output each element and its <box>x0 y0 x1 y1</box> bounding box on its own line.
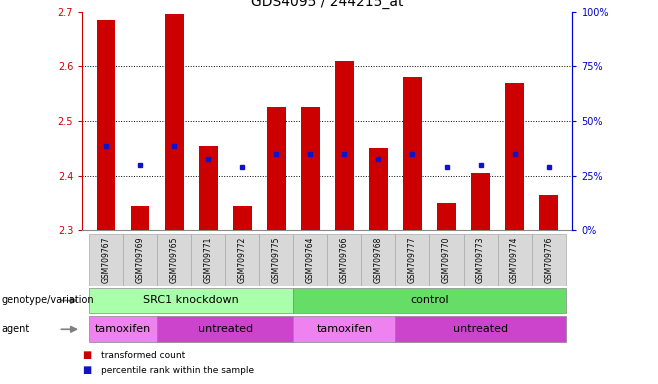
Text: GSM709776: GSM709776 <box>544 237 553 283</box>
Text: ■: ■ <box>82 366 91 376</box>
Bar <box>540 195 558 230</box>
Bar <box>301 107 320 230</box>
Bar <box>497 234 532 286</box>
Text: GSM709772: GSM709772 <box>238 237 247 283</box>
Bar <box>403 77 422 230</box>
Text: control: control <box>410 295 449 305</box>
Bar <box>233 206 251 230</box>
Text: GSM709777: GSM709777 <box>408 237 417 283</box>
Text: tamoxifen: tamoxifen <box>316 324 372 334</box>
Bar <box>395 316 566 342</box>
Bar <box>471 173 490 230</box>
Text: untreated: untreated <box>453 324 508 334</box>
Bar <box>89 316 157 342</box>
Text: GSM709775: GSM709775 <box>272 237 281 283</box>
Bar <box>532 234 566 286</box>
Bar <box>463 234 497 286</box>
Text: GSM709773: GSM709773 <box>476 237 485 283</box>
Bar <box>437 203 456 230</box>
Text: untreated: untreated <box>197 324 253 334</box>
Bar <box>157 316 293 342</box>
Title: GDS4095 / 244215_at: GDS4095 / 244215_at <box>251 0 403 9</box>
Text: GSM709769: GSM709769 <box>136 237 145 283</box>
Bar <box>369 148 388 230</box>
Bar <box>259 234 293 286</box>
Bar <box>123 234 157 286</box>
Bar <box>361 234 395 286</box>
Text: GSM709770: GSM709770 <box>442 237 451 283</box>
Bar <box>225 234 259 286</box>
Text: SRC1 knockdown: SRC1 knockdown <box>143 295 239 305</box>
Bar <box>199 146 218 230</box>
Bar <box>131 206 149 230</box>
Text: GSM709767: GSM709767 <box>101 237 111 283</box>
Bar <box>505 83 524 230</box>
Bar <box>191 234 225 286</box>
Bar <box>164 14 184 230</box>
Text: GSM709765: GSM709765 <box>170 237 179 283</box>
Bar <box>89 234 123 286</box>
Text: ■: ■ <box>82 350 91 360</box>
Text: GSM709771: GSM709771 <box>204 237 213 283</box>
Bar <box>267 107 286 230</box>
Text: GSM709766: GSM709766 <box>340 237 349 283</box>
Text: tamoxifen: tamoxifen <box>95 324 151 334</box>
Text: percentile rank within the sample: percentile rank within the sample <box>101 366 254 375</box>
Text: GSM709774: GSM709774 <box>510 237 519 283</box>
Bar <box>293 234 328 286</box>
Bar <box>335 61 354 230</box>
Bar <box>430 234 463 286</box>
Text: agent: agent <box>1 324 30 334</box>
Bar <box>157 234 191 286</box>
Text: GSM709764: GSM709764 <box>306 237 315 283</box>
Bar <box>97 20 115 230</box>
Bar <box>293 288 566 313</box>
Bar <box>395 234 430 286</box>
Bar <box>293 316 395 342</box>
Text: genotype/variation: genotype/variation <box>1 295 94 305</box>
Text: GSM709768: GSM709768 <box>374 237 383 283</box>
Bar <box>89 288 293 313</box>
Bar <box>328 234 361 286</box>
Text: transformed count: transformed count <box>101 351 185 360</box>
